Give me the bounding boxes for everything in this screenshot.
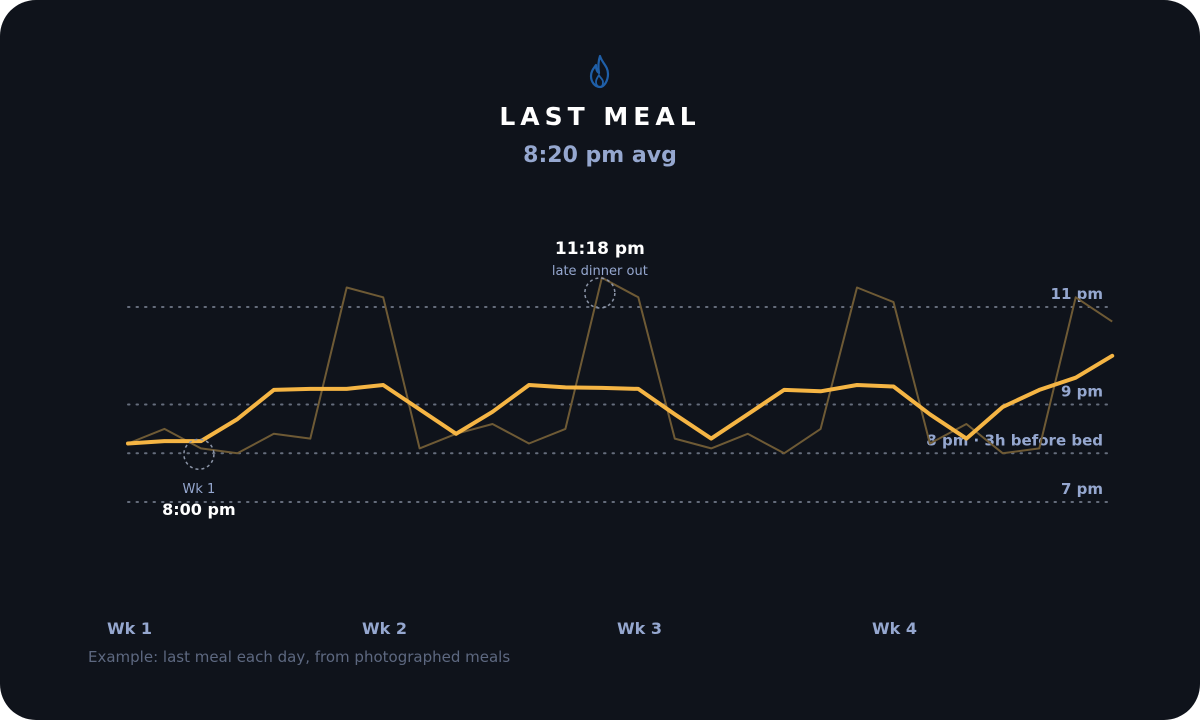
- series-line-smoothed: [126, 353, 1115, 446]
- y-tick-label: 8 pm · 3h before bed: [926, 431, 1103, 449]
- annotation-marker: [584, 277, 616, 309]
- annotation-value: 11:18 pm: [555, 239, 645, 259]
- annotation-value: 8:00 pm: [162, 500, 236, 519]
- chart-caption: Example: last meal each day, from photog…: [88, 648, 511, 666]
- x-tick-label: Wk 3: [617, 619, 662, 638]
- x-tick-label: Wk 1: [107, 619, 152, 638]
- annotation-marker: [183, 438, 215, 470]
- y-tick-label: 11 pm: [1051, 285, 1103, 303]
- flame-icon: [589, 54, 610, 89]
- annotation-label: late dinner out: [552, 264, 648, 279]
- annotation-label: Wk 1: [183, 482, 216, 497]
- y-tick-label: 9 pm: [1061, 383, 1103, 401]
- chart-subtitle: 8:20 pm avg: [523, 143, 677, 168]
- y-tick-label: 7 pm: [1061, 480, 1103, 498]
- x-tick-label: Wk 2: [362, 619, 407, 638]
- chart-title: LAST MEAL: [499, 102, 701, 131]
- series-line-daily: [127, 276, 1113, 455]
- x-tick-label: Wk 4: [872, 619, 917, 638]
